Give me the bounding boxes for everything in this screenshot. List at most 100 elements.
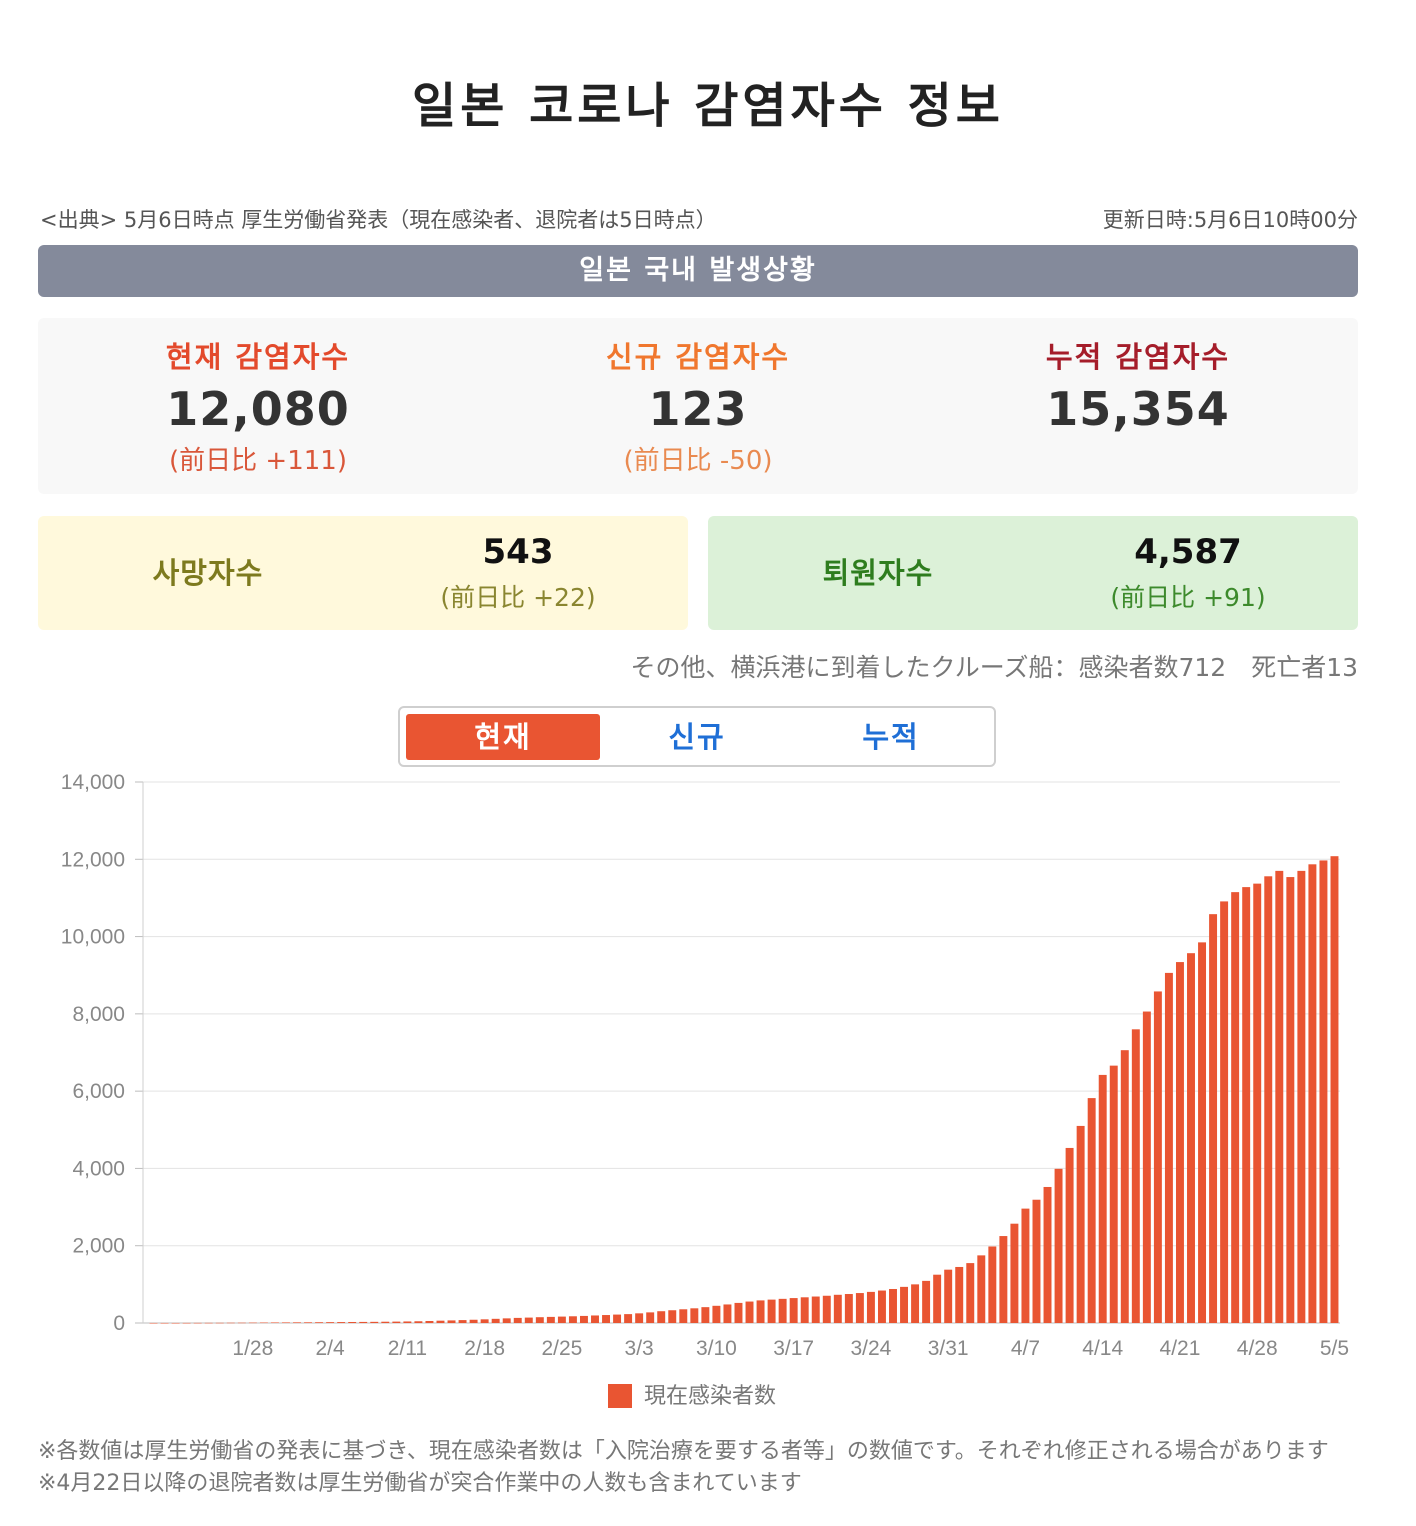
bar [293, 1322, 301, 1323]
y-tick-label: 6,000 [72, 1080, 125, 1103]
bar [977, 1255, 986, 1323]
stat-new-diff: (前日比 -50) [623, 446, 773, 476]
bar [657, 1311, 666, 1323]
bar [546, 1316, 555, 1323]
bar [1198, 942, 1207, 1323]
page-title: 일본 코로나 감염자수 정보 [412, 78, 1004, 134]
bar [855, 1293, 864, 1323]
bar [447, 1320, 456, 1323]
bar [1175, 962, 1184, 1323]
discharged-box: 퇴원자수 4,587 (前日比 +91) [708, 516, 1358, 630]
bar [1032, 1199, 1041, 1323]
bar [1308, 864, 1317, 1323]
stat-current-value: 12,080 [166, 382, 350, 436]
bar [1275, 870, 1284, 1323]
bar [337, 1322, 346, 1323]
x-tick-label: 3/24 [850, 1337, 891, 1360]
stat-new: 신규 감염자수 123 (前日比 -50) [478, 318, 918, 477]
bar [988, 1246, 997, 1323]
source-note: <出典> 5月6日時点 厚生労働省発表（現在感染者、退院者は5日時点） [40, 208, 717, 232]
stat-new-label: 신규 감염자수 [605, 340, 791, 374]
bar [1010, 1223, 1019, 1323]
tab-current[interactable]: 현재 [406, 714, 600, 760]
stat-current-diff: (前日比 +111) [169, 446, 347, 476]
x-tick-label: 5/5 [1320, 1337, 1349, 1360]
legend-swatch [608, 1384, 632, 1408]
bar [668, 1310, 677, 1323]
bar [646, 1312, 655, 1323]
bar [833, 1294, 842, 1323]
bar [624, 1314, 633, 1323]
bar [690, 1308, 699, 1323]
x-tick-label: 4/28 [1237, 1337, 1278, 1360]
bar [701, 1307, 710, 1323]
bar [281, 1322, 290, 1323]
bar [1142, 1011, 1151, 1323]
deaths-label: 사망자수 [152, 556, 264, 590]
infections-chart: 0 2,000 4,000 6,000 8,000 10,000 12,000 14,000 1… [61, 771, 1349, 1409]
bar [579, 1315, 588, 1323]
legend-label: 現在感染者数 [644, 1384, 776, 1409]
footer-note: ※各数値は厚生労働省の発表に基づき、現在感染者数は「入院治療を要する者等」の数値… [38, 1439, 1351, 1496]
bar [877, 1290, 886, 1323]
bar [370, 1321, 379, 1323]
stats-panel: 현재 감염자수 12,080 (前日比 +111) 신규 감염자수 123 (前… [38, 318, 1358, 494]
bar [1076, 1125, 1085, 1323]
bar [315, 1322, 324, 1323]
deaths-box: 사망자수 543 (前日比 +22) [38, 516, 688, 630]
stat-current: 현재 감염자수 12,080 (前日比 +111) [38, 318, 478, 477]
bar [822, 1295, 831, 1323]
y-tick-label: 4,000 [72, 1157, 125, 1180]
bar [635, 1313, 644, 1323]
bar [767, 1299, 776, 1323]
x-tick-label: 3/31 [928, 1337, 969, 1360]
bar [944, 1269, 953, 1323]
bar [1098, 1074, 1107, 1323]
bar [1231, 892, 1240, 1323]
bar [381, 1321, 390, 1323]
bar [226, 1322, 235, 1324]
stat-cumulative-value: 15,354 [1046, 382, 1230, 436]
chart-tabs: 현재 신규 누적 [398, 706, 996, 767]
y-tick-label: 12,000 [61, 848, 125, 871]
x-tick-label: 4/21 [1160, 1337, 1201, 1360]
bar [756, 1300, 765, 1323]
x-tick-label: 3/3 [625, 1337, 654, 1360]
bar [911, 1284, 920, 1323]
stat-cumulative: 누적 감염자수 15,354 [918, 318, 1358, 436]
bar [425, 1320, 434, 1323]
bar [535, 1317, 544, 1323]
bar [502, 1318, 511, 1323]
bar [712, 1305, 721, 1323]
deaths-diff: (前日比 +22) [440, 583, 596, 612]
x-tick-label: 2/18 [464, 1337, 505, 1360]
bar [811, 1296, 820, 1323]
bar [326, 1322, 335, 1323]
bar [182, 1322, 191, 1324]
x-tick-label: 4/7 [1011, 1337, 1040, 1360]
bar [1253, 883, 1262, 1323]
tab-new[interactable]: 신규 [668, 720, 726, 754]
bar [1209, 914, 1218, 1323]
cruise-note: その他、横浜港に到着したクルーズ船：感染者数712 死亡者13 [630, 653, 1358, 682]
bar [900, 1286, 909, 1323]
bar [1187, 953, 1195, 1323]
bar [270, 1322, 279, 1323]
bar [734, 1302, 743, 1323]
bar [789, 1298, 798, 1323]
bar [392, 1321, 401, 1323]
bar [469, 1319, 478, 1323]
bar [1065, 1147, 1074, 1323]
bar [778, 1298, 787, 1323]
bar [237, 1322, 246, 1324]
x-tick-label: 1/28 [232, 1337, 273, 1360]
bar [844, 1294, 853, 1323]
bar [436, 1320, 445, 1323]
bar [1319, 860, 1328, 1323]
bar [955, 1266, 964, 1323]
bar [193, 1322, 202, 1324]
bar [591, 1315, 599, 1323]
bar [259, 1322, 268, 1324]
tab-cumulative[interactable]: 누적 [862, 720, 920, 754]
bar [248, 1322, 257, 1324]
